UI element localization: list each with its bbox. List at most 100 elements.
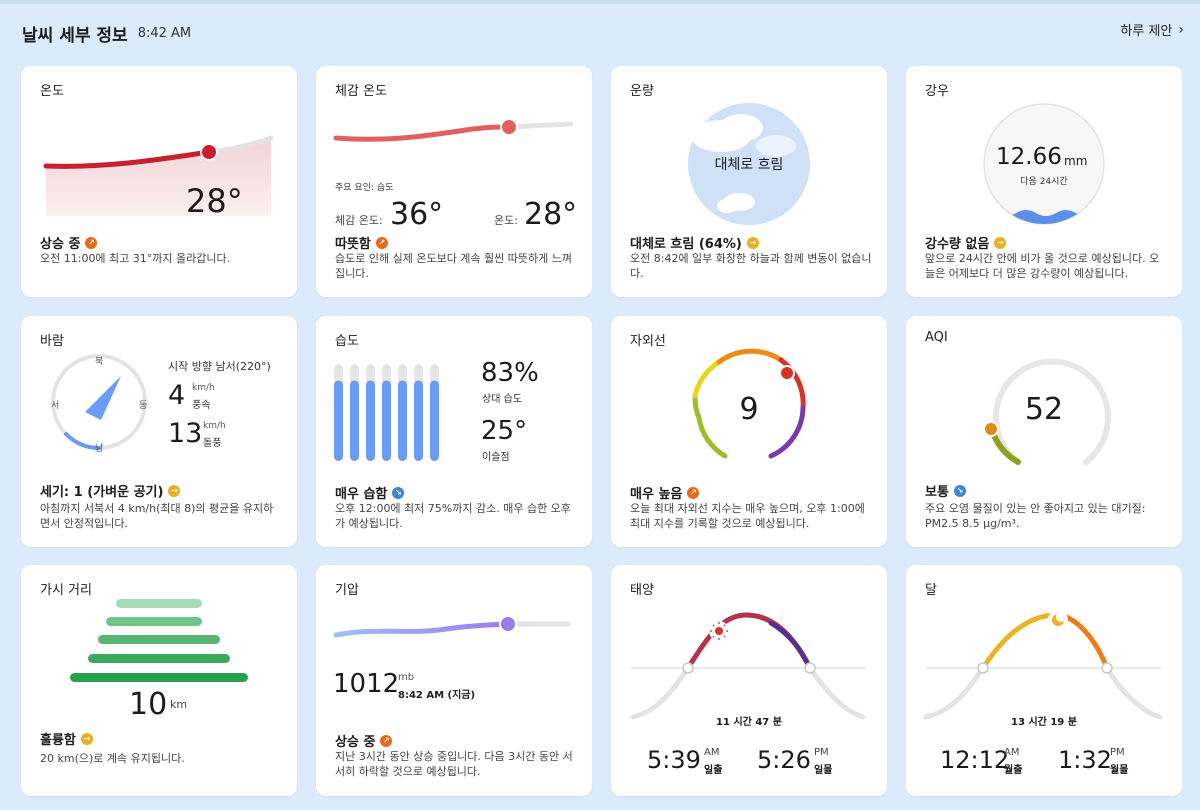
moon-duration: 13 시간 19 분 bbox=[1011, 717, 1077, 728]
sun-card[interactable]: 태양 11 시간 47 분 5:39 AM 일출 5:26 PM 일몰 bbox=[611, 565, 887, 796]
status-text: 상승 중 bbox=[40, 237, 81, 252]
temperature-graph bbox=[43, 135, 274, 216]
rain-period: 다음 24시간 bbox=[1020, 177, 1068, 187]
humidity-bar-fill bbox=[334, 380, 343, 461]
card-title: 습도 bbox=[335, 334, 359, 349]
temperature-card[interactable]: 온도 28° 상승 중 ↗ 오전 11:00에 최고 31°까지 올라갑니다. bbox=[21, 66, 297, 297]
humidity-bar-fill bbox=[430, 380, 439, 461]
day-suggestion-link[interactable]: 하루 제안 › bbox=[1120, 20, 1184, 40]
trend-flat-icon: → bbox=[80, 732, 93, 745]
sun-path-graph bbox=[630, 612, 866, 720]
relative-humidity-label: 상대 습도 bbox=[482, 394, 522, 405]
card-title: 가시 거리 bbox=[40, 583, 92, 598]
trend-flat-icon: → bbox=[168, 484, 181, 497]
status-text: 세기: 1 (가벼운 공기) bbox=[40, 485, 164, 500]
card-title: 체감 온도 bbox=[335, 84, 387, 99]
sunset-ampm: PM bbox=[814, 747, 829, 758]
actual-temp-label: 온도: bbox=[494, 214, 518, 227]
wind-compass bbox=[51, 354, 147, 450]
compass-north: 북 bbox=[95, 357, 104, 367]
trend-up-icon: ↗ bbox=[687, 486, 700, 499]
pressure-value: 1012 bbox=[333, 669, 400, 699]
feels-label: 체감 온도: bbox=[335, 214, 383, 227]
rain-value: 12.66 bbox=[996, 144, 1062, 170]
chevron-right-icon: › bbox=[1178, 21, 1184, 38]
feels-like-card[interactable]: 체감 온도 주요 요인: 습도 체감 온도: 36° 온도: 28° 따뜻함 ↗ … bbox=[316, 66, 592, 297]
rain-gauge bbox=[983, 103, 1105, 225]
visibility-value: 10 bbox=[129, 687, 168, 722]
trend-up-icon: ↗ bbox=[380, 734, 393, 747]
relative-humidity-value: 83% bbox=[481, 358, 539, 388]
moonrise-ampm: AM bbox=[1004, 747, 1020, 758]
card-title: 달 bbox=[925, 583, 937, 598]
pressure-card[interactable]: 기압 1012 mb 8:42 AM (지금) 상승 중 ↗ 지난 3시간 동안 … bbox=[316, 565, 592, 796]
current-time: 8:42 AM bbox=[137, 25, 192, 41]
card-description: 지난 3시간 동안 상승 중입니다. 다음 3시간 동안 서서히 하락할 것으로… bbox=[335, 750, 573, 778]
status-row: 따뜻함 ↗ bbox=[335, 233, 388, 252]
dew-point-label: 이슬점 bbox=[482, 452, 510, 463]
status-row: 상승 중 ↗ bbox=[335, 731, 393, 750]
moonset-label: 월몰 bbox=[1110, 765, 1129, 776]
moon-path-graph bbox=[923, 610, 1163, 720]
card-description: 오전 8:42에 일부 화창한 하늘과 함께 변동이 없습니다. bbox=[630, 252, 872, 280]
aqi-value: 52 bbox=[1024, 392, 1064, 427]
status-row: 매우 높음 ↗ bbox=[630, 483, 700, 502]
sunset-label: 일몰 bbox=[814, 765, 833, 776]
trend-up-icon: ↗ bbox=[85, 236, 98, 249]
uv-gauge bbox=[692, 348, 806, 459]
status-text: 매우 높음 bbox=[630, 487, 683, 502]
card-title: 태양 bbox=[630, 583, 654, 598]
card-description: 아침까지 서북서 4 km/h(최대 8)의 평균을 유지하면서 안정적입니다. bbox=[40, 502, 274, 530]
wind-speed-label: 풍속 bbox=[192, 400, 211, 411]
visibility-bars bbox=[70, 599, 248, 682]
card-title: 자외선 bbox=[630, 334, 666, 349]
status-text: 따뜻함 bbox=[335, 237, 371, 252]
card-description: 습도로 인해 실제 온도보다 계속 훨씬 따뜻하게 느껴집니다. bbox=[335, 252, 572, 280]
rain-unit: mm bbox=[1064, 154, 1088, 168]
humidity-card[interactable]: 습도 83% 상대 습도 25° 이슬점 매우 습함 ↘ 오후 12:00에 최저… bbox=[316, 316, 592, 547]
moon-card[interactable]: 달 13 시간 19 분 12:12 AM 월출 1:32 PM 월몰 bbox=[906, 565, 1182, 796]
visibility-card[interactable]: 가시 거리 10 km 훌륭함 → 20 km(으)로 계속 유지됩니다. bbox=[21, 565, 297, 796]
moonrise-label: 월출 bbox=[1004, 765, 1023, 776]
compass-south: 남 bbox=[95, 444, 104, 454]
wind-card[interactable]: 바람 북 남 동 서 시작 방향 남서(220°) 4 km/h 풍속 13 k… bbox=[21, 316, 297, 547]
status-row: 훌륭함 → bbox=[40, 729, 93, 748]
gust-label: 돌풍 bbox=[203, 438, 222, 449]
status-text: 대체로 흐림 (64%) bbox=[630, 237, 742, 252]
trend-flat-icon: → bbox=[746, 236, 759, 249]
main-factor: 주요 요인: 습도 bbox=[335, 183, 394, 193]
humidity-bar-fill bbox=[366, 380, 375, 461]
pressure-unit: mb bbox=[398, 672, 415, 683]
dew-point-value: 25° bbox=[481, 416, 528, 446]
status-row: 세기: 1 (가벼운 공기) → bbox=[40, 481, 181, 500]
uv-card[interactable]: 자외선 9 매우 높음 ↗ 오늘 최대 자외선 지수는 매우 높으며, 오후 1:… bbox=[611, 316, 887, 547]
card-title: 기압 bbox=[335, 583, 359, 598]
wind-direction: 시작 방향 남서(220°) bbox=[168, 360, 271, 373]
compass-east: 동 bbox=[139, 401, 148, 411]
sunrise-time: 5:39 bbox=[647, 746, 701, 774]
humidity-bars bbox=[334, 364, 439, 461]
status-text: 상승 중 bbox=[335, 735, 376, 750]
sunrise-label: 일출 bbox=[704, 765, 723, 776]
trend-up-icon: ↗ bbox=[375, 236, 388, 249]
cloud-illustration bbox=[688, 103, 810, 225]
status-text: 보통 bbox=[925, 485, 949, 500]
trend-down-icon: ↘ bbox=[392, 486, 405, 499]
wind-speed-unit: km/h bbox=[192, 383, 215, 393]
moonset-time: 1:32 bbox=[1058, 746, 1112, 774]
status-text: 매우 습함 bbox=[335, 487, 388, 502]
status-row: 매우 습함 ↘ bbox=[335, 483, 405, 502]
status-row: 상승 중 ↗ bbox=[40, 233, 98, 252]
gust-unit: km/h bbox=[203, 421, 226, 431]
cloud-cover-card[interactable]: 운량 대체로 흐림 대체로 흐림 (64%) → 오전 8:42에 일부 화창한 … bbox=[611, 66, 887, 297]
uv-value: 9 bbox=[739, 392, 759, 427]
aqi-card[interactable]: AQI 52 보통 ↘ 주요 오염 물질이 있는 안 좋아지고 있는 대기질: P… bbox=[906, 316, 1182, 547]
sunrise-ampm: AM bbox=[704, 747, 720, 758]
rain-card[interactable]: 강우 12.66 mm 다음 24시간 강수량 없음 → 앞으로 24시간 안에 … bbox=[906, 66, 1182, 297]
trend-flat-icon: → bbox=[994, 236, 1007, 249]
gust-speed: 13 bbox=[168, 418, 203, 449]
humidity-bar-fill bbox=[398, 380, 407, 461]
card-description: 오늘 최대 자외선 지수는 매우 높으며, 오후 1:00에 최대 지수를 기록… bbox=[630, 502, 865, 530]
wind-speed: 4 bbox=[168, 380, 186, 411]
page-header: 날씨 세부 정보 8:42 AM bbox=[22, 18, 191, 48]
